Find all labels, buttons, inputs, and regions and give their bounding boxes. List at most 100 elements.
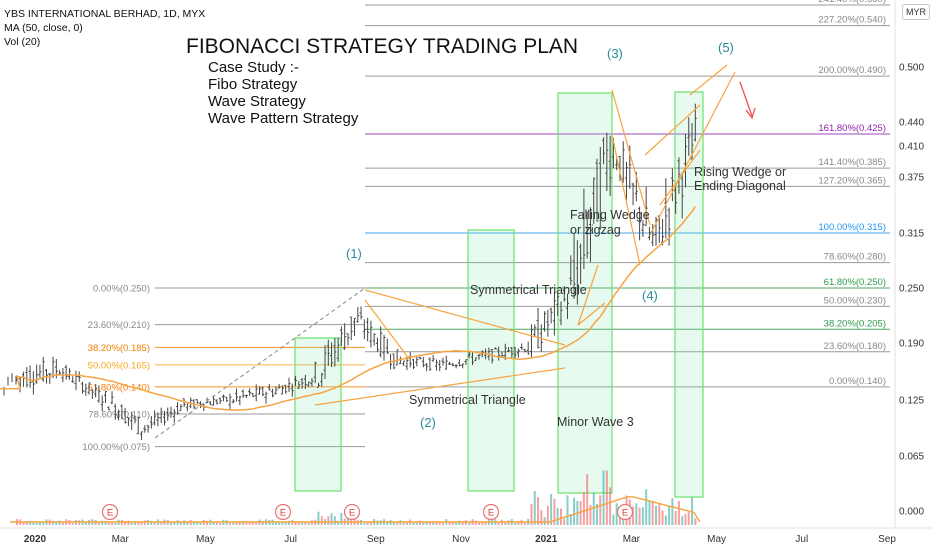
volume-bar	[632, 506, 635, 525]
earnings-marker-label: E	[622, 508, 628, 519]
volume-bar	[320, 516, 323, 525]
volume-bar	[658, 503, 661, 525]
volume-bar	[137, 522, 140, 525]
ma-indicator-line[interactable]: MA (50, close, 0)	[4, 22, 83, 34]
volume-bar	[497, 522, 500, 525]
volume-bar	[550, 493, 553, 525]
volume-bar	[615, 503, 618, 525]
time-tick-label: 2021	[535, 534, 558, 545]
triangle-small-upper[interactable]	[577, 302, 606, 326]
currency-badge[interactable]: MYR	[902, 4, 930, 20]
volume-bar	[428, 522, 431, 525]
wave5-channel[interactable]	[649, 71, 736, 236]
volume-bar	[287, 520, 290, 525]
volume-bar	[127, 520, 130, 525]
volume-bar	[386, 520, 389, 525]
wave-label: (1)	[346, 246, 362, 261]
volume-bar	[58, 520, 61, 525]
volume-bar	[674, 510, 677, 525]
fib-level-label: 0.00%(0.250)	[93, 284, 150, 295]
volume-bar	[586, 474, 589, 525]
volume-bar	[111, 522, 114, 525]
volume-bar	[274, 522, 277, 525]
volume-bar	[232, 522, 235, 525]
volume-bar	[645, 489, 648, 525]
fib-anchor-line[interactable]	[154, 287, 366, 439]
pattern-label: Rising Wedge or	[694, 165, 786, 179]
volume-bar	[251, 522, 254, 525]
earnings-marker[interactable]	[343, 503, 361, 521]
fib-level-label: 78.60%(0.110)	[88, 410, 150, 421]
volume-bar	[543, 517, 546, 525]
rising-wedge-upper[interactable]	[644, 104, 701, 156]
volume-bar	[448, 521, 451, 525]
volume-bar	[504, 522, 507, 525]
fib-level-label: 241.40%(0.560)	[818, 0, 886, 5]
volume-bar	[140, 522, 143, 525]
volume-bar	[566, 495, 569, 525]
pattern-box[interactable]	[557, 92, 613, 494]
wave2-trendline[interactable]	[364, 299, 411, 361]
volume-bar	[206, 520, 209, 525]
volume-bar	[596, 504, 599, 525]
price-tick-label: 0.000	[899, 507, 924, 518]
volume-bar	[514, 522, 517, 525]
volume-bar	[546, 505, 549, 525]
time-tick-label: Jul	[795, 534, 808, 545]
volume-bar	[35, 522, 38, 525]
time-tick-label: 2020	[24, 534, 47, 545]
volume-bar	[661, 510, 664, 525]
time-tick-label: Mar	[112, 534, 130, 545]
falling-wedge-upper[interactable]	[611, 89, 651, 226]
earnings-marker[interactable]	[616, 503, 634, 521]
volume-bar	[376, 520, 379, 525]
volume-bar	[537, 497, 540, 525]
triangle-lower-trendline[interactable]	[314, 367, 566, 406]
volume-bar	[104, 520, 107, 525]
price-axis[interactable]: 0.500 0.440 0.410 0.375 0.315 0.250 0.190 0.125…	[899, 63, 924, 518]
volume-bar	[242, 520, 245, 525]
down-arrow-shaft	[739, 81, 753, 117]
triangle-upper-trendline[interactable]	[364, 289, 566, 346]
fibonacci-levels[interactable]: 0.00%(0.250) 23.60%(0.210) 38.20%(0.185) 50…	[82, 0, 890, 453]
volume-bar	[255, 522, 258, 525]
volume-bar	[327, 516, 330, 525]
vol-indicator-line[interactable]: Vol (20)	[4, 36, 40, 48]
volume-bar	[648, 501, 651, 525]
volume-bar	[638, 507, 641, 525]
volume-bar	[97, 522, 100, 525]
falling-wedge-lower[interactable]	[611, 134, 641, 266]
volume-bar	[468, 522, 471, 525]
volume-bar	[582, 492, 585, 525]
volume-bar	[114, 522, 117, 525]
volume-bar	[641, 507, 644, 525]
volume-bar	[229, 522, 231, 525]
trendlines[interactable]	[154, 64, 756, 439]
earnings-marker[interactable]	[482, 503, 500, 521]
volume-bar	[412, 522, 415, 525]
earnings-marker[interactable]	[274, 503, 292, 521]
volume-bar	[317, 511, 320, 525]
volume-bar	[238, 521, 241, 525]
time-axis[interactable]: 2020 Mar May Jul Sep Nov 2021 Mar May Jul Sep	[24, 534, 896, 545]
symbol-line[interactable]: YBS INTERNATIONAL BERHAD, 1D, MYX	[4, 8, 205, 20]
volume-bar	[55, 521, 58, 525]
triangle-small-lower[interactable]	[577, 264, 599, 326]
volume-bar	[478, 522, 481, 525]
volume-bar	[422, 521, 425, 525]
wave5-projection[interactable]	[689, 64, 728, 96]
volume-ma-line	[10, 495, 701, 523]
volume-bar	[540, 509, 543, 525]
price-tick-label: 0.375	[899, 173, 924, 184]
volume-bar	[671, 498, 674, 525]
pattern-label: Falling Wedge	[570, 208, 650, 222]
fib-level-label: 127.20%(0.365)	[818, 175, 886, 186]
volume-bar	[301, 522, 304, 525]
earnings-marker[interactable]	[101, 503, 119, 521]
fib-level-label: 141.40%(0.385)	[818, 157, 886, 168]
volume-bar	[484, 522, 487, 525]
volume-bar	[684, 514, 687, 525]
pattern-box[interactable]	[294, 337, 342, 492]
